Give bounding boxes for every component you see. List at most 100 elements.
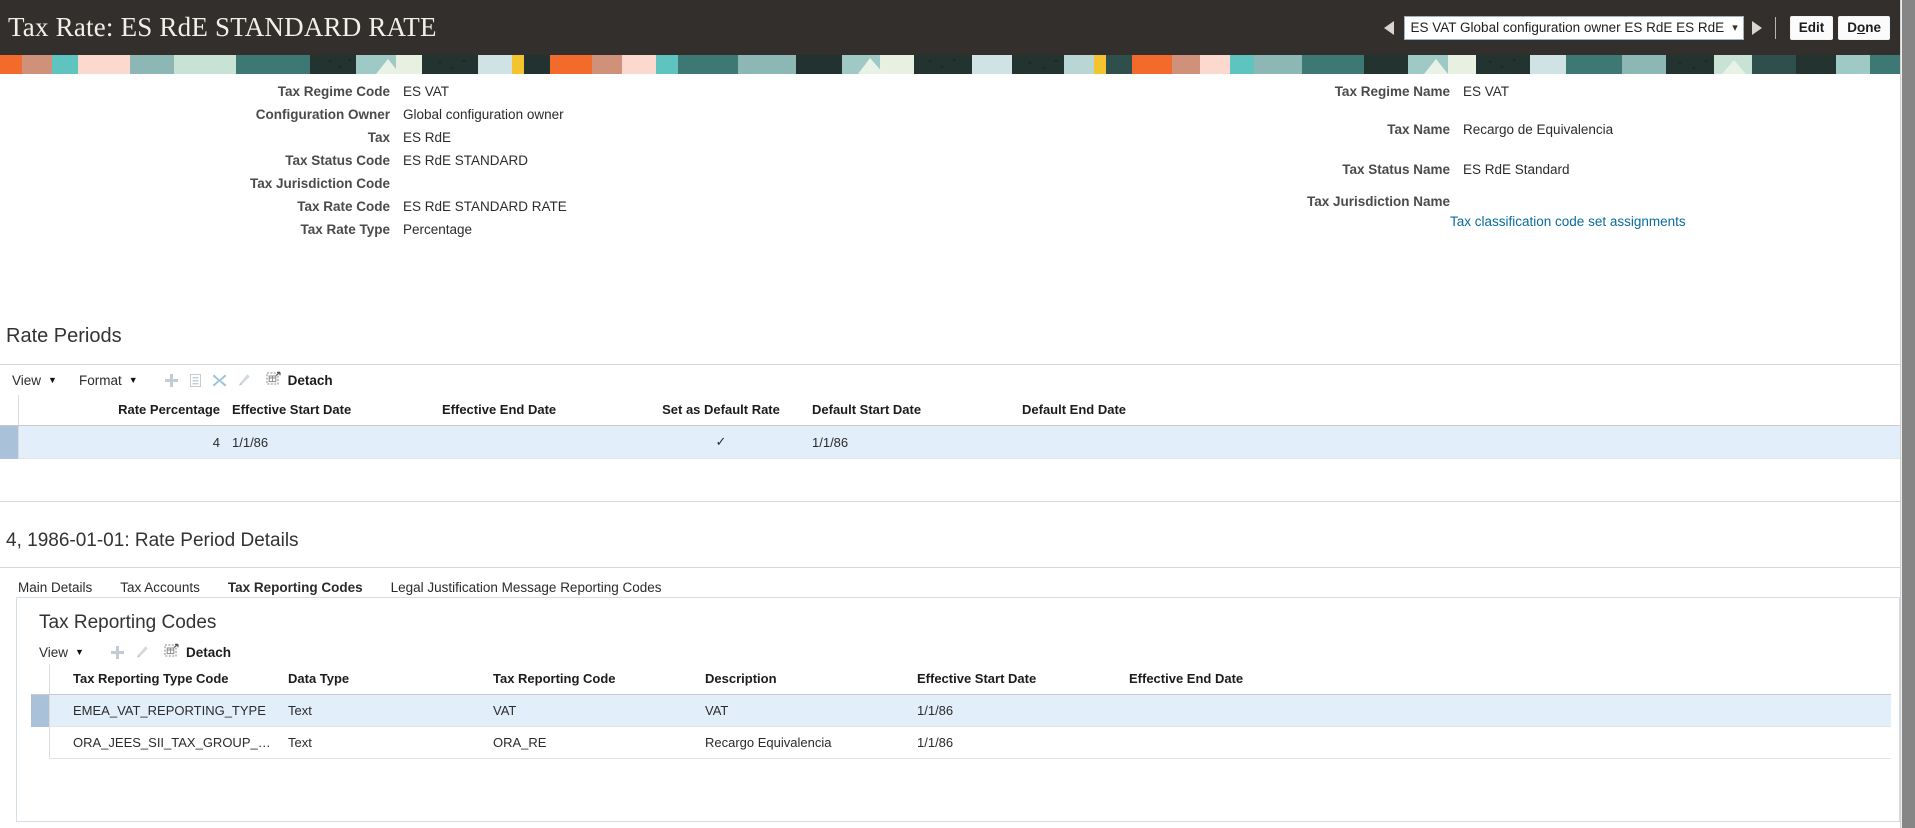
- tab-main-details[interactable]: Main Details: [18, 580, 93, 595]
- row-selection-indicator: [31, 694, 49, 727]
- rate-periods-section: Rate Periods View ▼ Format ▼: [0, 325, 1900, 502]
- detach-icon: [164, 643, 180, 661]
- column-header-tax-reporting-code[interactable]: Tax Reporting Code: [487, 664, 699, 695]
- previous-record-arrow[interactable]: [1380, 15, 1400, 41]
- banner-pattern: [0, 55, 1900, 74]
- field-label: Tax Rate Code: [297, 199, 390, 214]
- field-label: Tax Status Name: [1342, 162, 1450, 177]
- field-tax-regime-code: Tax Regime Code ES VAT: [190, 84, 449, 99]
- header-controls: ES VAT Global configuration owner ES RdE…: [1380, 15, 1890, 41]
- rate-periods-bottom-divider: [0, 501, 1900, 502]
- chevron-down-icon: ▾: [1732, 22, 1738, 34]
- pencil-icon[interactable]: [130, 641, 154, 663]
- table-row[interactable]: EMEA_VAT_REPORTING_TYPE Text VAT VAT 1/1…: [31, 694, 1891, 727]
- tax-reporting-codes-header-row: Tax Reporting Type Code Data Type Tax Re…: [31, 664, 1891, 695]
- rate-period-details-section: 4, 1986-01-01: Rate Period Details Main …: [0, 530, 1900, 605]
- field-value: ES RdE: [403, 130, 452, 145]
- cell-tax-reporting-code: VAT: [487, 694, 699, 727]
- cell-effective-end-date: [436, 425, 636, 459]
- detach-label: Detach: [185, 644, 231, 660]
- field-label: Tax: [367, 130, 390, 145]
- cell-effective-start-date: 1/1/86: [226, 425, 436, 459]
- pencil-icon[interactable]: [232, 369, 256, 391]
- rate-period-details-tabs: Main Details Tax Accounts Tax Reporting …: [0, 577, 1900, 605]
- details-columns: Tax Regime Code ES VAT Configuration Own…: [0, 74, 1900, 244]
- page-vertical-scrollbar[interactable]: [1900, 0, 1915, 828]
- field-tax-rate-code: Tax Rate Code ES RdE STANDARD RATE: [190, 199, 567, 214]
- selection-indicator-header: [31, 664, 49, 695]
- column-header-data-type[interactable]: Data Type: [282, 664, 487, 695]
- cell-description: VAT: [699, 694, 911, 727]
- field-tax: Tax ES RdE: [190, 130, 451, 145]
- tab-legal-justification-message-reporting-codes[interactable]: Legal Justification Message Reporting Co…: [390, 580, 662, 595]
- row-gutter: [48, 694, 67, 727]
- record-selector-value: ES VAT Global configuration owner ES RdE…: [1410, 20, 1725, 35]
- rate-period-details-title: 4, 1986-01-01: Rate Period Details: [6, 530, 299, 551]
- column-header-rate-percentage[interactable]: Rate Percentage: [36, 395, 226, 426]
- row-selection-indicator: [0, 425, 18, 459]
- app-header: Tax Rate: ES RdE STANDARD RATE ES VAT Gl…: [0, 0, 1900, 55]
- decorative-banner: [0, 55, 1900, 74]
- rate-periods-toolbar: View ▼ Format ▼: [0, 365, 1900, 395]
- field-value: ES RdE STANDARD RATE: [403, 199, 567, 214]
- column-header-tax-reporting-type-code[interactable]: Tax Reporting Type Code: [67, 664, 282, 695]
- format-menu-button[interactable]: Format ▼: [79, 373, 138, 388]
- cell-data-type: Text: [282, 726, 487, 759]
- cell-tax-reporting-type-code: ORA_JEES_SII_TAX_GROUP_TYPE: [67, 726, 282, 759]
- delete-x-icon[interactable]: [208, 369, 232, 391]
- rate-periods-divider: [0, 364, 1900, 365]
- rate-periods-header-row: Rate Percentage Effective Start Date Eff…: [0, 395, 1900, 426]
- caret-down-icon: ▼: [128, 375, 138, 385]
- view-menu-button[interactable]: View ▼: [39, 645, 84, 660]
- field-label: Tax Jurisdiction Name: [1306, 194, 1450, 209]
- cell-tax-reporting-code: ORA_RE: [487, 726, 699, 759]
- field-configuration-owner: Configuration Owner Global configuration…: [190, 107, 564, 122]
- caret-down-icon: ▼: [48, 375, 57, 385]
- row-selection-indicator: [31, 727, 49, 759]
- field-value: ES RdE STANDARD: [403, 153, 529, 168]
- field-label: Tax Jurisdiction Code: [249, 176, 390, 191]
- scrollbar-thumb[interactable]: [1902, 0, 1915, 828]
- table-row[interactable]: 4 1/1/86 ✓ 1/1/86: [0, 425, 1900, 459]
- cell-description: Recargo Equivalencia: [699, 726, 911, 759]
- view-menu-label: View: [39, 644, 69, 660]
- row-gutter-header: [48, 664, 67, 695]
- field-label: Tax Regime Code: [277, 84, 390, 99]
- field-tax-name: Tax Name Recargo de Equivalencia: [1250, 122, 1613, 137]
- column-header-description[interactable]: Description: [699, 664, 911, 695]
- plus-icon[interactable]: [160, 369, 184, 391]
- tab-tax-accounts[interactable]: Tax Accounts: [120, 580, 200, 595]
- column-header-default-start-date[interactable]: Default Start Date: [806, 395, 1016, 426]
- field-value: Percentage: [403, 222, 473, 237]
- tax-reporting-codes-panel: Tax Reporting Codes View ▼ D: [16, 597, 1900, 822]
- detach-button[interactable]: Detach: [266, 371, 333, 389]
- column-header-filler: [1266, 395, 1900, 426]
- field-tax-status-code: Tax Status Code ES RdE STANDARD: [190, 153, 528, 168]
- column-header-effective-start-date[interactable]: Effective Start Date: [911, 664, 1123, 695]
- field-tax-jurisdiction-name: Tax Jurisdiction Name: [1250, 194, 1463, 209]
- duplicate-rows-icon[interactable]: [184, 369, 208, 391]
- detach-button[interactable]: Detach: [164, 643, 231, 661]
- rate-periods-title: Rate Periods: [6, 325, 122, 347]
- row-gutter: [48, 726, 67, 759]
- page-title: Tax Rate: ES RdE STANDARD RATE: [8, 12, 437, 42]
- column-header-effective-end-date[interactable]: Effective End Date: [436, 395, 636, 426]
- column-header-default-end-date[interactable]: Default End Date: [1016, 395, 1266, 426]
- column-header-effective-end-date[interactable]: Effective End Date: [1123, 664, 1891, 695]
- field-label: Tax Regime Name: [1334, 84, 1450, 99]
- field-tax-rate-type: Tax Rate Type Percentage: [190, 222, 472, 237]
- next-record-arrow[interactable]: [1748, 15, 1768, 41]
- column-header-effective-start-date[interactable]: Effective Start Date: [226, 395, 436, 426]
- table-row[interactable]: ORA_JEES_SII_TAX_GROUP_TYPE Text ORA_RE …: [31, 726, 1891, 759]
- done-label-post: ne: [1865, 20, 1881, 35]
- column-header-set-as-default-rate[interactable]: Set as Default Rate: [636, 395, 806, 426]
- tax-classification-code-set-assignments-link[interactable]: Tax classification code set assignments: [1450, 214, 1686, 229]
- view-menu-button[interactable]: View ▼: [12, 373, 57, 388]
- tax-reporting-codes-table: Tax Reporting Type Code Data Type Tax Re…: [31, 664, 1891, 759]
- record-selector-dropdown[interactable]: ES VAT Global configuration owner ES RdE…: [1403, 15, 1744, 40]
- field-tax-regime-name: Tax Regime Name ES VAT: [1250, 84, 1509, 99]
- edit-button[interactable]: Edit: [1789, 15, 1834, 40]
- plus-icon[interactable]: [106, 641, 130, 663]
- selection-indicator-header: [0, 395, 18, 426]
